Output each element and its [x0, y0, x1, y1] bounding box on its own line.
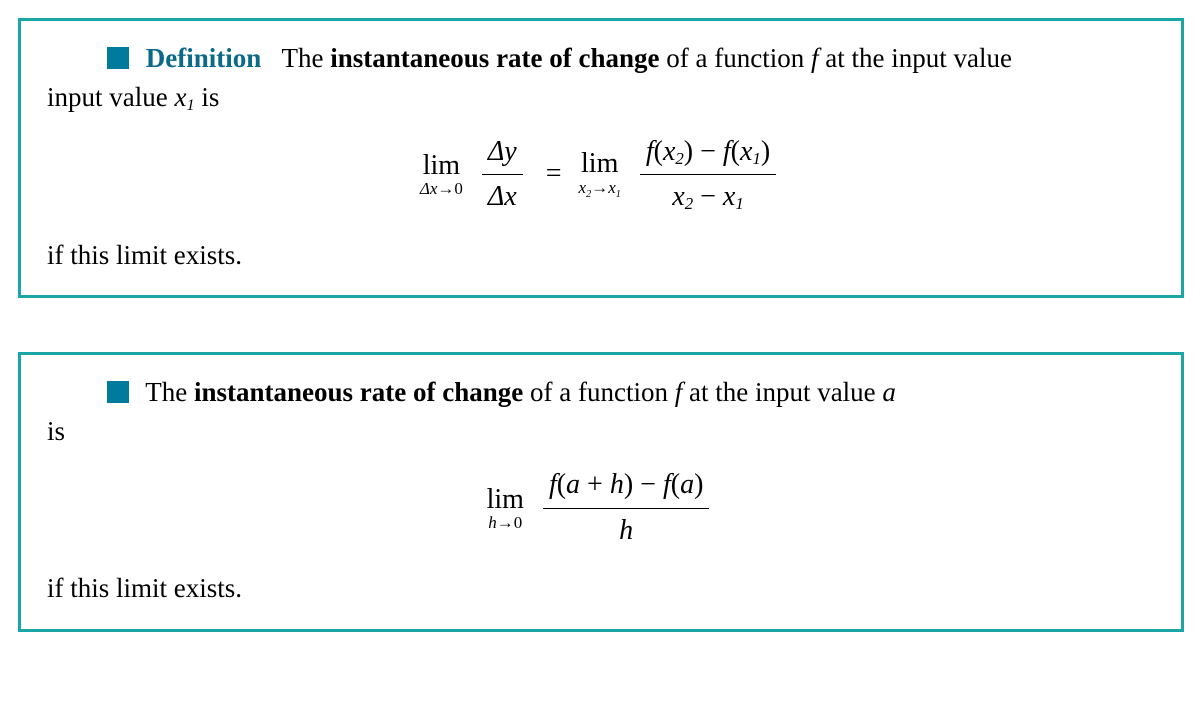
formula-1: lim Δx→0 Δy Δx = lim x2→x1 f(x2) − f(x1)… — [47, 132, 1155, 218]
fraction-difference-quotient-h: f(a + h) − f(a) h — [543, 465, 709, 551]
limit: lim h→0 — [487, 485, 524, 532]
bullet-icon — [107, 47, 129, 69]
limit-1: lim Δx→0 — [420, 151, 463, 198]
definition-box-2: The instantaneous rate of change of a fu… — [18, 352, 1184, 632]
numerator: f(x2) − f(x1) — [640, 132, 776, 176]
denominator: Δx — [482, 175, 523, 218]
denominator: h — [543, 509, 709, 552]
denominator: x2 − x1 — [640, 175, 776, 218]
var-x1: x1 — [174, 82, 194, 112]
numerator: Δy — [482, 132, 523, 176]
definition-lead-1: Definition The instantaneous rate of cha… — [47, 39, 1155, 78]
lead-line-2: input value x1 is — [47, 78, 1155, 117]
lead-text: of a function — [523, 377, 674, 407]
closing-text: if this limit exists. — [47, 569, 1155, 608]
var-a: a — [882, 377, 896, 407]
numerator: f(a + h) − f(a) — [543, 465, 709, 509]
formula-2: lim h→0 f(a + h) − f(a) h — [47, 465, 1155, 551]
lead-text: at the input value — [682, 377, 882, 407]
definition-box-1: Definition The instantaneous rate of cha… — [18, 18, 1184, 298]
fraction-difference-quotient: f(x2) − f(x1) x2 − x1 — [640, 132, 776, 218]
lead-text: input value — [47, 82, 174, 112]
bold-term: instantaneous rate of change — [330, 43, 659, 73]
bullet-icon — [107, 381, 129, 403]
lead-text: The — [145, 377, 194, 407]
lead-text: at the input value — [818, 43, 1011, 73]
lead-text: is — [195, 82, 220, 112]
equals-sign: = — [546, 154, 562, 195]
lead-text: The — [282, 43, 331, 73]
lead-line-2: is — [47, 412, 1155, 451]
limit-2: lim x2→x1 — [579, 149, 621, 200]
lead-text: of a function — [660, 43, 811, 73]
bold-term: instantaneous rate of change — [194, 377, 523, 407]
lim-label: lim — [487, 484, 524, 515]
definition-label: Definition — [146, 43, 262, 73]
fraction-dy-dx: Δy Δx — [482, 132, 523, 218]
lim-subscript: Δx→0 — [420, 180, 463, 198]
lim-label: lim — [581, 148, 618, 179]
definition-lead-2: The instantaneous rate of change of a fu… — [47, 373, 1155, 412]
lim-label: lim — [423, 150, 460, 181]
lim-subscript: x2→x1 — [579, 179, 621, 201]
lim-subscript: h→0 — [487, 514, 524, 532]
closing-text: if this limit exists. — [47, 236, 1155, 275]
